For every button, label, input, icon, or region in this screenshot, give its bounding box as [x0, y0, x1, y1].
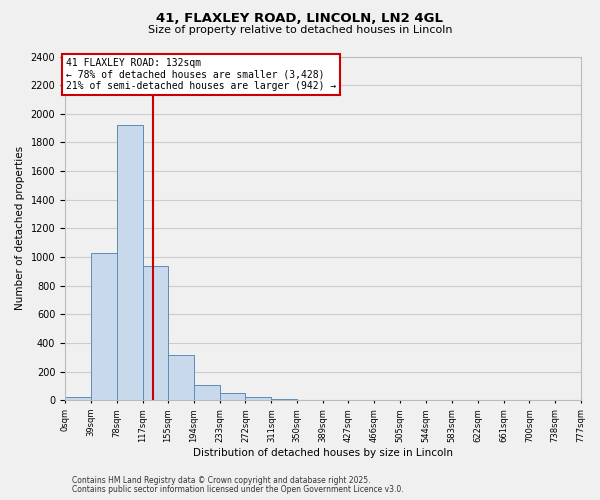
Text: 41 FLAXLEY ROAD: 132sqm
← 78% of detached houses are smaller (3,428)
21% of semi: 41 FLAXLEY ROAD: 132sqm ← 78% of detache…: [65, 58, 336, 91]
X-axis label: Distribution of detached houses by size in Lincoln: Distribution of detached houses by size …: [193, 448, 453, 458]
Bar: [143, 266, 168, 400]
Bar: [271, 399, 297, 400]
Bar: [168, 355, 194, 401]
Text: Size of property relative to detached houses in Lincoln: Size of property relative to detached ho…: [148, 25, 452, 35]
Bar: [194, 386, 220, 400]
Bar: [245, 398, 271, 400]
Text: Contains HM Land Registry data © Crown copyright and database right 2025.: Contains HM Land Registry data © Crown c…: [72, 476, 371, 485]
Bar: [117, 126, 143, 400]
Text: Contains public sector information licensed under the Open Government Licence v3: Contains public sector information licen…: [72, 485, 404, 494]
Bar: [220, 393, 245, 400]
Bar: [91, 253, 117, 400]
Bar: [65, 398, 91, 400]
Y-axis label: Number of detached properties: Number of detached properties: [15, 146, 25, 310]
Text: 41, FLAXLEY ROAD, LINCOLN, LN2 4GL: 41, FLAXLEY ROAD, LINCOLN, LN2 4GL: [157, 12, 443, 26]
